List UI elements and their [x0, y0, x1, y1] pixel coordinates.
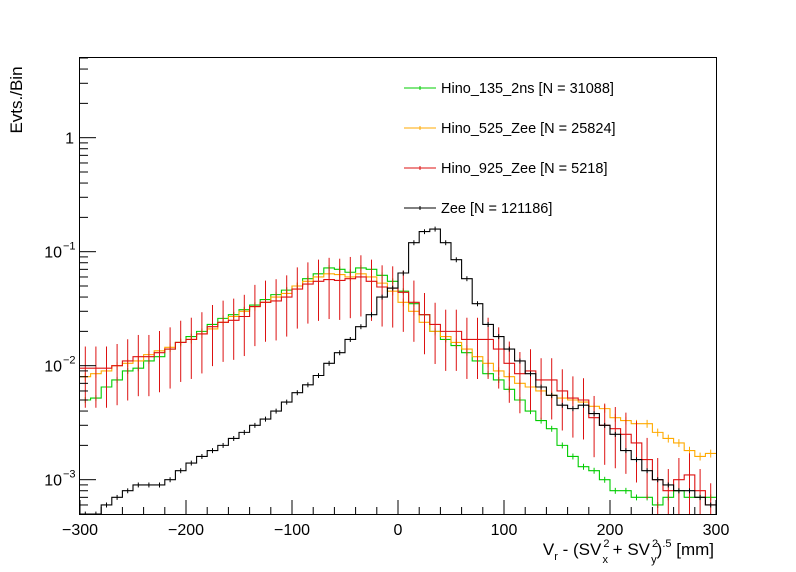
y-tick-label: 10 [44, 359, 62, 376]
y-tick-label: 10 [44, 245, 62, 262]
x-tick-label: −200 [168, 522, 204, 539]
x-tick-label: 0 [394, 522, 403, 539]
x-axis: −300 −200 −100 0 100 200 300 [62, 500, 729, 539]
x-tick-label: −300 [62, 522, 98, 539]
legend-label-hino-135: Hino_135_2ns [N = 31088] [441, 81, 614, 97]
legend-entry-hino-135: Hino_135_2ns [N = 31088] [404, 81, 614, 97]
y-axis-label: Evts./Bin [7, 66, 26, 133]
legend-entry-zee: Zee [N = 121186] [404, 201, 552, 217]
series-3 [80, 226, 716, 514]
y-tick-exponent: −1 [63, 241, 76, 253]
legend-entry-hino-525: Hino_525_Zee [N = 25824] [404, 121, 616, 137]
x-tick-label: 200 [597, 522, 624, 539]
legend-entry-hino-925: Hino_925_Zee [N = 5218] [404, 161, 607, 177]
x-tick-label: 100 [491, 522, 518, 539]
y-tick-label: 10 [44, 473, 62, 490]
y-tick-exponent: −3 [63, 469, 76, 481]
legend-label-hino-525: Hino_525_Zee [N = 25824] [441, 121, 616, 137]
histogram-layer [80, 226, 716, 514]
series-0-line [80, 267, 716, 506]
x-axis-label: Vr - (SV 2 x + SV 2 y).5 [mm] [543, 538, 714, 566]
y-tick-exponent: −2 [63, 355, 76, 367]
y-tick-label: 1 [65, 131, 74, 148]
legend-label-zee: Zee [N = 121186] [441, 201, 552, 217]
legend: Hino_135_2ns [N = 31088] Hino_525_Zee [N… [404, 81, 616, 217]
series-3-line [80, 228, 716, 514]
legend-label-hino-925: Hino_925_Zee [N = 5218] [441, 161, 607, 177]
x-tick-label: −100 [274, 522, 310, 539]
plot-frame [79, 57, 717, 515]
y-axis: 10 −310 −210 −11 [44, 57, 96, 515]
x-tick-label: 300 [703, 522, 730, 539]
